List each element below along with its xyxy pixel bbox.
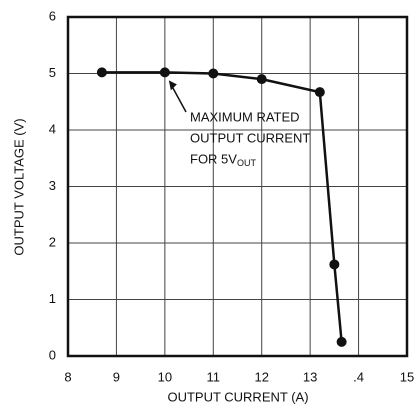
annotation-text: MAXIMUM RATED — [190, 109, 300, 124]
y-tick-label: 3 — [49, 178, 56, 193]
data-point — [314, 87, 325, 98]
x-tick-label: 15 — [400, 369, 414, 384]
x-tick-label: 13 — [303, 369, 317, 384]
x-tick-label: 9 — [113, 369, 120, 384]
data-point — [256, 74, 267, 85]
annotation-text: OUTPUT CURRENT — [190, 130, 310, 145]
y-axis-label: OUTPUT VOLTAGE (V) — [11, 118, 26, 255]
x-tick-label: 12 — [254, 369, 268, 384]
y-tick-label: 5 — [49, 65, 56, 80]
y-tick-label: 1 — [49, 291, 56, 306]
y-tick-label: 2 — [49, 234, 56, 249]
x-axis-label: OUTPUT CURRENT (A) — [167, 389, 308, 404]
x-tick-label: .4 — [353, 369, 364, 384]
annotation-subscript: OUT — [237, 158, 257, 168]
data-point — [336, 336, 347, 347]
plot-frame — [66, 15, 409, 358]
y-tick-label: 6 — [49, 8, 56, 23]
data-point — [208, 68, 219, 79]
data-point — [96, 67, 107, 78]
x-tick-label: 11 — [207, 369, 221, 384]
data-point — [159, 67, 170, 78]
annotation-text: FOR 5VOUT — [190, 151, 256, 168]
y-tick-label: 0 — [49, 347, 56, 362]
y-tick-label: 4 — [49, 121, 56, 136]
x-tick-label: 8 — [64, 369, 71, 384]
annotation-arrowhead — [168, 80, 177, 91]
x-tick-label: 10 — [158, 369, 172, 384]
data-point — [329, 259, 340, 270]
